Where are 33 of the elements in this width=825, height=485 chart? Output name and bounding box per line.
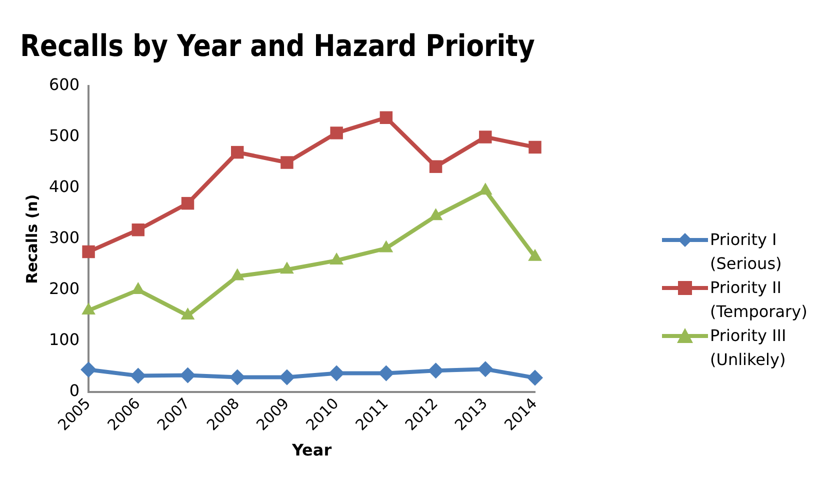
point <box>229 369 246 386</box>
y-axis-title: Recalls (n) <box>22 194 41 284</box>
point <box>82 245 95 258</box>
point <box>132 223 145 236</box>
point <box>477 361 494 378</box>
point <box>181 196 194 210</box>
y-tick-label: 400 <box>48 177 80 196</box>
point <box>528 140 542 154</box>
point <box>527 370 543 386</box>
x-axis-title: Year <box>290 440 332 460</box>
point <box>80 362 97 378</box>
point <box>429 160 442 173</box>
legend-label: Priority III (Unlikely) <box>710 325 788 371</box>
point <box>378 365 394 382</box>
y-tick-label: 600 <box>48 75 80 94</box>
y-tick-label: 300 <box>48 228 80 248</box>
point <box>380 111 393 124</box>
y-tick-label: 100 <box>48 330 80 350</box>
chart-title: Recalls by Year and Hazard Priority <box>20 28 535 64</box>
point <box>130 368 146 384</box>
y-tick-label: 200 <box>48 279 80 298</box>
legend-label: Priority II (Temporary) <box>710 277 808 323</box>
point <box>328 365 345 382</box>
point <box>428 362 444 379</box>
legend-label: Priority I (Serious) <box>710 229 783 275</box>
point <box>230 146 244 159</box>
point <box>278 369 295 386</box>
y-tick-label: 0 <box>69 381 80 400</box>
point <box>180 367 196 384</box>
y-tick-label: 500 <box>48 126 80 146</box>
point <box>330 126 343 140</box>
point <box>280 156 294 169</box>
point <box>479 130 492 144</box>
